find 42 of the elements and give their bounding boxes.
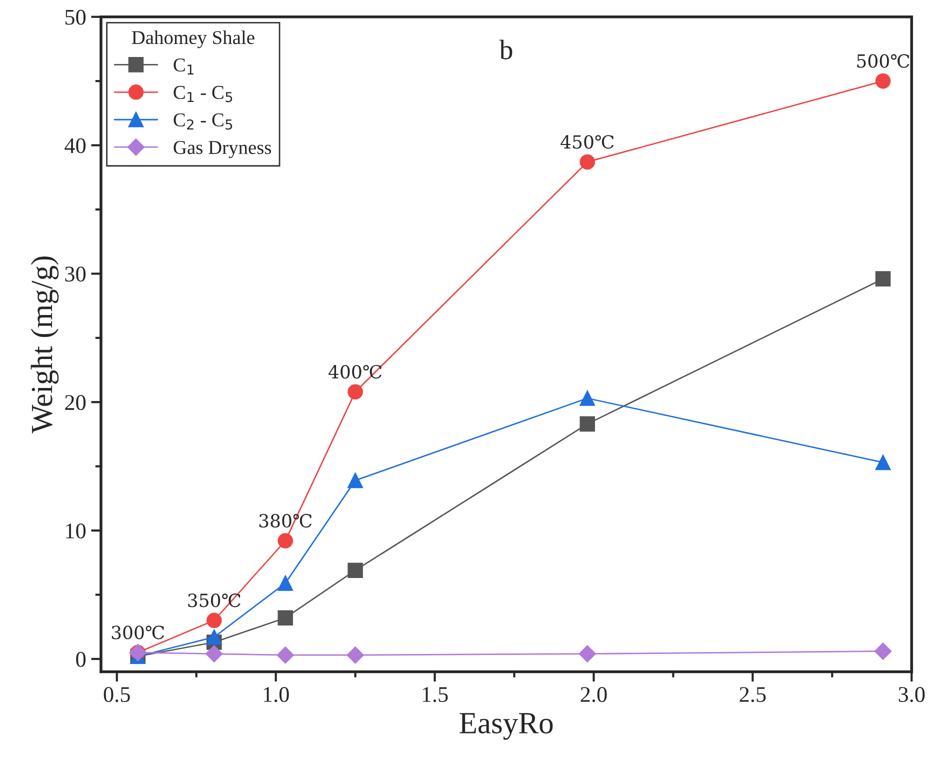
legend-label: C$_{1}$ [174,58,194,75]
legend-title: Dahomey Shale [132,30,254,48]
legend-label: C$_{2}$ - C$_{5}$ [174,113,232,130]
point [278,533,293,548]
point [875,73,891,89]
x-tick-label: 0.5 [104,687,130,702]
y-tick-label: 20 [65,395,86,410]
annotation: 300℃ [112,626,164,640]
y-axis-title: Weight (mg/g) [30,256,59,434]
point [580,390,596,406]
point [206,612,222,628]
point [875,271,891,286]
point [278,576,293,591]
y-tick-label: 40 [64,138,86,154]
annotation: 500℃ [857,54,910,68]
point [578,645,596,662]
point [348,472,363,488]
x-tick-label: 2.0 [580,687,607,702]
point [206,629,222,645]
y-tick-label: 30 [65,266,86,282]
point [580,416,596,432]
point [348,562,363,578]
point [278,610,293,626]
x-tick-label: 1.5 [422,687,448,702]
x-tick-label: 3.0 [898,687,925,702]
point [348,384,363,400]
point [346,646,364,664]
x-tick-label: 1.0 [264,687,289,702]
x-axis-title: EasyRo [460,713,553,740]
y-tick-label: 10 [66,523,86,538]
annotation: 450℃ [560,135,614,149]
x-tick-label: 2.5 [740,687,766,702]
legend-label: Gas Dryness [174,141,272,158]
point [276,646,294,664]
y-tick-label: 0 [76,652,86,667]
annotation: b [499,40,512,60]
point [206,645,223,662]
y-tick-label: 50 [65,10,86,25]
point [875,454,891,470]
point [580,154,596,170]
point [874,642,892,660]
legend-label: C$_{1}$ - C$_{5}$ [174,86,232,102]
